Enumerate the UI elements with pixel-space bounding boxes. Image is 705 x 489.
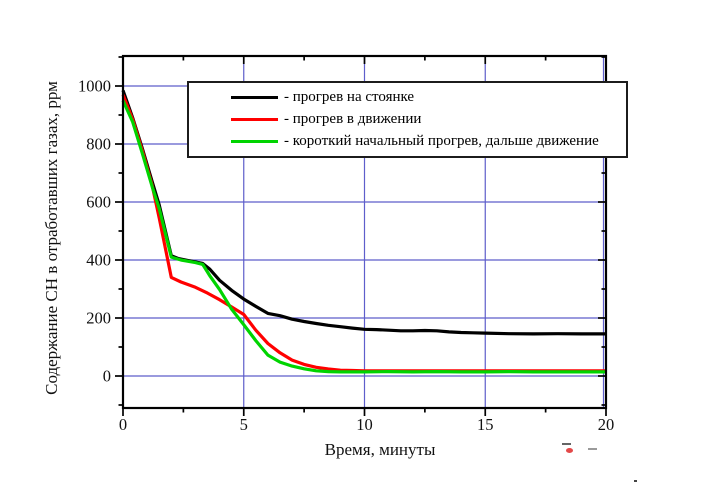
stray-mark <box>588 448 597 450</box>
y-axis-title: Содержание СН в отработавших газах, ррм <box>42 81 61 395</box>
legend-line-sample-red <box>231 117 278 121</box>
stray-mark <box>562 443 571 445</box>
legend-line-sample-black <box>231 95 278 99</box>
legend-line-sample-green <box>231 140 278 144</box>
y-tick-label: 1000 <box>78 77 111 96</box>
y-tick-label: 200 <box>86 309 111 328</box>
stray-red-dot <box>566 448 573 453</box>
x-tick-label: 10 <box>356 415 373 434</box>
x-axis-title: Время, минуты <box>324 440 436 459</box>
x-tick-label: 20 <box>598 415 615 434</box>
x-tick-label: 15 <box>477 415 494 434</box>
y-tick-label: 600 <box>86 193 111 212</box>
y-tick-label: 0 <box>103 367 111 386</box>
legend-label: - короткий начальный прогрев, дальше дви… <box>284 133 599 150</box>
legend-label: - прогрев в движении <box>284 110 422 127</box>
legend-box: - прогрев на стоянке - прогрев в движени… <box>187 81 628 158</box>
legend-entry-parked: - прогрев на стоянке <box>231 86 622 108</box>
y-tick-label: 400 <box>86 251 111 270</box>
legend-entry-moving: - прогрев в движении <box>231 108 622 130</box>
y-tick-label: 800 <box>86 135 111 154</box>
legend-entry-short-warmup: - короткий начальный прогрев, дальше дви… <box>231 131 622 153</box>
x-tick-label: 5 <box>240 415 248 434</box>
x-tick-label: 0 <box>119 415 127 434</box>
legend-label: - прогрев на стоянке <box>284 88 415 105</box>
series-line-korotkiy-nachalnyy-progrev <box>121 99 606 374</box>
stray-mark <box>634 480 637 482</box>
